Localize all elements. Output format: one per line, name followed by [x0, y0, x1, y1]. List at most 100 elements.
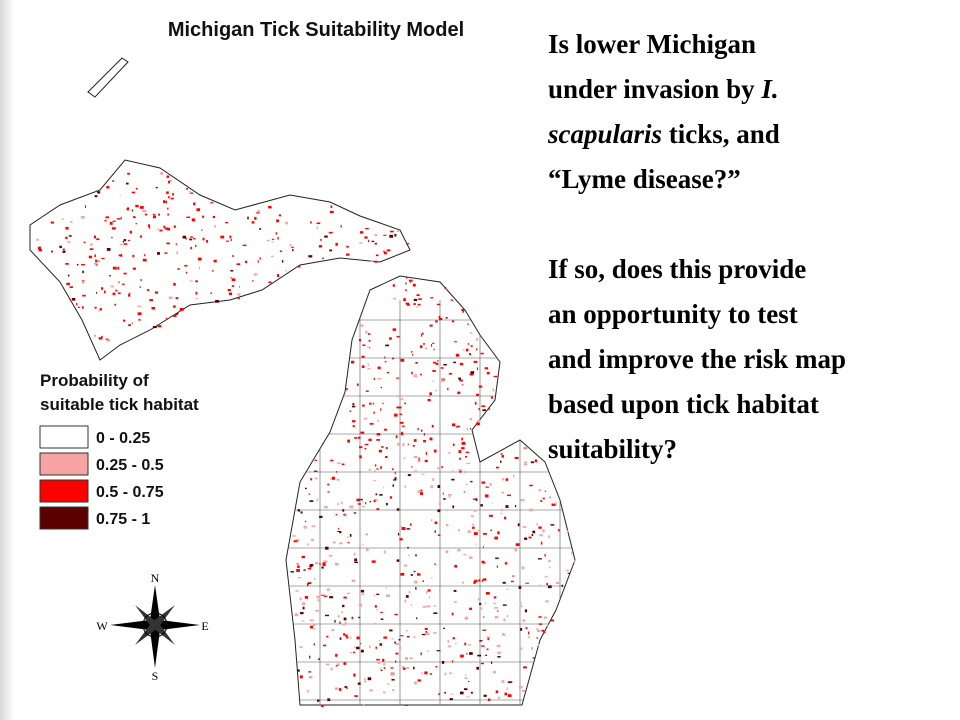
- habitat-speck: [182, 235, 187, 239]
- habitat-speck: [414, 580, 418, 584]
- habitat-speck: [340, 501, 343, 505]
- habitat-speck: [483, 694, 487, 697]
- habitat-speck: [458, 469, 463, 471]
- habitat-speck: [210, 292, 213, 294]
- habitat-speck: [417, 573, 421, 576]
- habitat-speck: [450, 693, 453, 695]
- habitat-speck: [364, 443, 369, 446]
- habitat-speck: [94, 306, 97, 309]
- habitat-speck: [345, 388, 348, 391]
- habitat-speck: [465, 674, 467, 677]
- habitat-speck: [279, 250, 282, 253]
- habitat-speck: [502, 604, 507, 606]
- habitat-speck: [371, 560, 376, 563]
- habitat-speck: [469, 652, 473, 655]
- habitat-speck: [398, 646, 402, 650]
- habitat-speck: [374, 499, 378, 501]
- text-segment: and improve the risk map: [548, 344, 847, 374]
- habitat-speck: [345, 636, 349, 639]
- habitat-speck: [385, 502, 388, 506]
- habitat-speck: [237, 293, 241, 296]
- habitat-speck: [256, 212, 260, 214]
- habitat-speck: [386, 249, 391, 252]
- habitat-speck: [139, 206, 144, 209]
- habitat-speck: [354, 561, 358, 564]
- habitat-speck: [464, 616, 469, 620]
- habitat-speck: [453, 361, 457, 364]
- habitat-speck: [397, 395, 401, 398]
- habitat-speck: [399, 635, 404, 637]
- habitat-speck: [368, 468, 371, 471]
- habitat-speck: [299, 646, 303, 648]
- habitat-speck: [537, 558, 542, 560]
- habitat-speck: [464, 470, 466, 474]
- habitat-speck: [519, 647, 523, 650]
- habitat-speck: [465, 451, 470, 454]
- habitat-speck: [360, 589, 365, 593]
- habitat-speck: [469, 661, 471, 664]
- habitat-speck: [382, 663, 386, 666]
- habitat-speck: [435, 362, 439, 365]
- habitat-speck: [112, 180, 115, 182]
- habitat-speck: [227, 288, 231, 292]
- habitat-speck: [306, 689, 309, 692]
- habitat-speck: [429, 324, 433, 327]
- habitat-speck: [392, 328, 397, 331]
- habitat-speck: [225, 222, 229, 224]
- habitat-speck: [231, 278, 236, 282]
- habitat-speck: [469, 353, 471, 356]
- habitat-speck: [338, 527, 340, 530]
- habitat-speck: [490, 396, 494, 399]
- habitat-speck: [536, 637, 539, 639]
- habitat-speck: [425, 630, 428, 634]
- habitat-speck: [421, 429, 423, 432]
- habitat-speck: [201, 229, 203, 231]
- map-title: Michigan Tick Suitability Model: [168, 19, 464, 41]
- text-line: scapularis ticks, and: [548, 112, 960, 157]
- habitat-speck: [416, 294, 420, 297]
- habitat-speck: [247, 216, 249, 220]
- habitat-speck: [336, 663, 340, 666]
- habitat-speck: [561, 584, 563, 587]
- habitat-speck: [259, 228, 262, 230]
- habitat-speck: [356, 498, 360, 502]
- habitat-speck: [385, 587, 387, 589]
- habitat-speck: [281, 260, 284, 263]
- habitat-speck: [454, 601, 457, 603]
- habitat-speck: [400, 358, 405, 362]
- habitat-speck: [396, 377, 400, 379]
- habitat-speck: [406, 636, 410, 638]
- habitat-speck: [380, 611, 383, 613]
- habitat-speck: [524, 537, 528, 540]
- habitat-speck: [437, 534, 441, 536]
- habitat-speck: [319, 515, 323, 518]
- habitat-speck: [435, 320, 438, 323]
- habitat-speck: [330, 667, 333, 671]
- habitat-speck: [369, 500, 372, 503]
- habitat-speck: [538, 623, 543, 625]
- habitat-speck: [395, 643, 400, 645]
- habitat-speck: [394, 413, 398, 417]
- habitat-speck: [357, 682, 361, 685]
- habitat-speck: [334, 687, 339, 690]
- habitat-speck: [404, 564, 408, 567]
- habitat-speck: [318, 245, 323, 248]
- habitat-speck: [485, 486, 489, 488]
- habitat-speck: [360, 642, 362, 645]
- habitat-speck: [497, 656, 501, 658]
- habitat-speck: [346, 245, 349, 248]
- habitat-speck: [392, 297, 397, 300]
- habitat-speck: [191, 218, 196, 222]
- habitat-speck: [532, 657, 536, 659]
- habitat-speck: [539, 584, 541, 586]
- habitat-speck: [495, 690, 499, 694]
- habitat-speck: [392, 484, 395, 487]
- habitat-speck: [93, 262, 98, 265]
- habitat-speck: [486, 371, 490, 375]
- habitat-speck: [123, 272, 127, 275]
- habitat-speck: [443, 364, 447, 366]
- habitat-speck: [445, 524, 449, 527]
- habitat-speck: [493, 596, 497, 599]
- habitat-speck: [127, 172, 131, 175]
- habitat-speck: [479, 602, 482, 605]
